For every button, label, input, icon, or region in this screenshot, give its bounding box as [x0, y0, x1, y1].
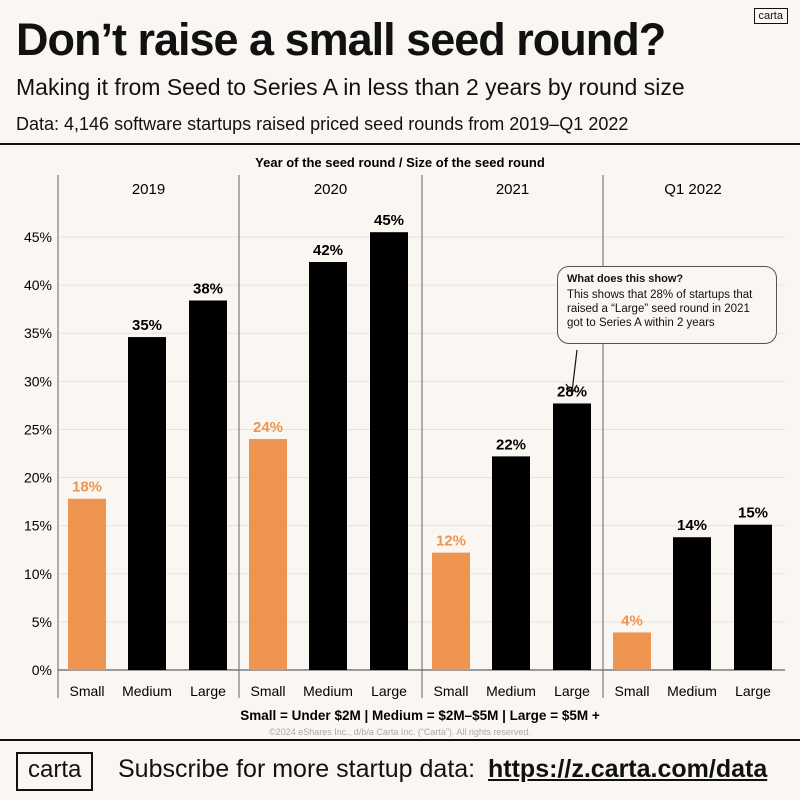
x-tick-label: Large: [735, 683, 771, 699]
data-label: 38%: [193, 281, 223, 298]
panel-label: Q1 2022: [664, 181, 722, 198]
bar-2021-large: [553, 403, 591, 670]
data-label: 22%: [496, 436, 526, 453]
data-label: 12%: [436, 533, 466, 550]
data-label: 4%: [621, 612, 643, 629]
bar-Q1-2022-small: [613, 632, 651, 670]
callout-box: What does this show? This shows that 28%…: [557, 266, 777, 344]
chart-title: Year of the seed round / Size of the see…: [255, 155, 545, 170]
y-tick-label: 10%: [24, 566, 52, 582]
y-tick-label: 20%: [24, 470, 52, 486]
bar-chart: Year of the seed round / Size of the see…: [24, 155, 785, 723]
data-note: Data: 4,146 software startups raised pri…: [16, 114, 629, 134]
subscribe-text: Subscribe for more startup data:: [118, 755, 476, 783]
x-tick-label: Medium: [486, 683, 536, 699]
bar-2020-small: [249, 439, 287, 670]
x-tick-label: Large: [371, 683, 407, 699]
x-tick-label: Medium: [667, 683, 717, 699]
y-tick-label: 35%: [24, 325, 52, 341]
y-tick-label: 15%: [24, 518, 52, 534]
bar-2020-medium: [309, 262, 347, 670]
y-tick-label: 0%: [32, 662, 52, 678]
x-tick-label: Large: [554, 683, 590, 699]
panel-label: 2019: [132, 181, 165, 198]
bar-2020-large: [370, 232, 408, 670]
x-tick-label: Small: [69, 683, 104, 699]
bar-Q1-2022-medium: [673, 537, 711, 670]
divider-bottom: [0, 739, 800, 741]
y-tick-label: 25%: [24, 421, 52, 437]
x-tick-label: Large: [190, 683, 226, 699]
carta-logo: carta: [16, 752, 94, 791]
y-tick-label: 40%: [24, 277, 52, 293]
x-tick-label: Small: [614, 683, 649, 699]
data-label: 35%: [132, 317, 162, 334]
bar-2021-small: [432, 552, 470, 670]
callout-arrow: [571, 349, 578, 393]
y-tick-label: 30%: [24, 373, 52, 389]
callout-body: This shows that 28% of startups that rai…: [567, 289, 753, 329]
bar-2021-medium: [492, 456, 530, 670]
subscribe-link[interactable]: https://z.carta.com/data: [488, 755, 768, 783]
divider-top: [0, 143, 800, 145]
data-label: 24%: [253, 419, 283, 436]
carta-logo-small: carta: [753, 8, 788, 24]
data-label: 42%: [313, 242, 343, 259]
x-tick-label: Small: [433, 683, 468, 699]
bar-2019-small: [68, 498, 106, 670]
data-label: 45%: [374, 212, 404, 229]
x-tick-label: Medium: [303, 683, 353, 699]
data-label: 18%: [72, 479, 102, 496]
page-title: Don’t raise a small seed round?: [16, 14, 666, 65]
callout-heading: What does this show?: [567, 273, 684, 285]
panel-label: 2020: [314, 181, 347, 198]
copyright: ©2024 eShares Inc., d/b/a Carta Inc. (“C…: [269, 727, 531, 737]
size-legend: Small = Under $2M | Medium = $2M–$5M | L…: [240, 708, 600, 723]
data-label: 14%: [677, 517, 707, 534]
bar-2019-medium: [128, 337, 166, 670]
x-tick-label: Small: [250, 683, 285, 699]
panel-label: 2021: [496, 181, 529, 198]
bar-Q1-2022-large: [734, 524, 772, 670]
x-tick-label: Medium: [122, 683, 172, 699]
subtitle: Making it from Seed to Series A in less …: [16, 74, 685, 100]
data-label: 15%: [738, 505, 768, 522]
bar-2019-large: [189, 300, 227, 670]
y-tick-label: 45%: [24, 229, 52, 245]
y-tick-label: 5%: [32, 614, 52, 630]
arrow-head-icon: [565, 383, 578, 395]
